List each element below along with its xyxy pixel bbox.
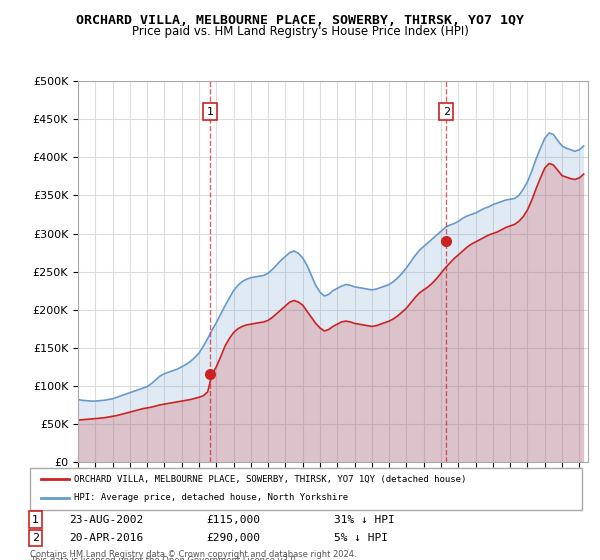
Text: ORCHARD VILLA, MELBOURNE PLACE, SOWERBY, THIRSK, YO7 1QY (detached house): ORCHARD VILLA, MELBOURNE PLACE, SOWERBY,… (74, 475, 467, 484)
Text: 20-APR-2016: 20-APR-2016 (68, 533, 143, 543)
FancyBboxPatch shape (30, 468, 582, 510)
Text: 1: 1 (207, 106, 214, 116)
Text: ORCHARD VILLA, MELBOURNE PLACE, SOWERBY, THIRSK, YO7 1QY: ORCHARD VILLA, MELBOURNE PLACE, SOWERBY,… (76, 14, 524, 27)
Text: 2: 2 (32, 533, 39, 543)
Text: Price paid vs. HM Land Registry's House Price Index (HPI): Price paid vs. HM Land Registry's House … (131, 25, 469, 38)
Text: 1: 1 (32, 515, 39, 525)
Text: 31% ↓ HPI: 31% ↓ HPI (334, 515, 394, 525)
Text: 5% ↓ HPI: 5% ↓ HPI (334, 533, 388, 543)
Text: HPI: Average price, detached house, North Yorkshire: HPI: Average price, detached house, Nort… (74, 493, 348, 502)
Text: 23-AUG-2002: 23-AUG-2002 (68, 515, 143, 525)
Text: Contains HM Land Registry data © Crown copyright and database right 2024.: Contains HM Land Registry data © Crown c… (30, 550, 356, 559)
Text: This data is licensed under the Open Government Licence v3.0.: This data is licensed under the Open Gov… (30, 556, 298, 560)
Text: £290,000: £290,000 (206, 533, 260, 543)
Text: 2: 2 (443, 106, 450, 116)
Text: £115,000: £115,000 (206, 515, 260, 525)
